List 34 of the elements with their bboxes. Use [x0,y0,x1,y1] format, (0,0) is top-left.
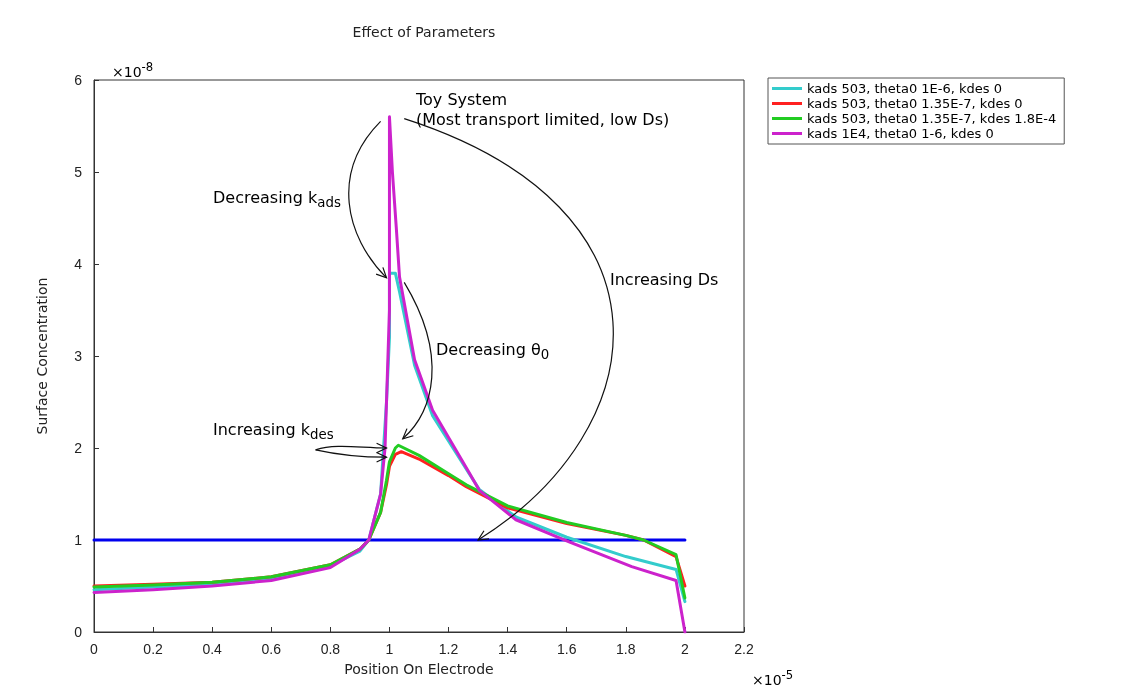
y-tick-label: 4 [74,256,83,272]
y-tick-label: 1 [74,532,83,548]
y-tick-label: 3 [74,348,83,364]
x-tick-label: 1.8 [616,641,636,657]
text: ×10$^{-5}$ [752,668,794,688]
x-tick-label: 2 [681,641,690,657]
x-axis-title: Position On Electrode [344,661,494,677]
x-tick-label: 0.8 [320,641,341,657]
x-tick-label: 0.2 [143,641,164,657]
annotation: Toy System [416,90,508,109]
annotation: Increasing Ds [610,270,719,289]
x-tick-label: 0.4 [202,641,223,657]
y-tick-label: 0 [74,624,83,640]
x-tick-label: 1 [385,641,394,657]
annotation: Decreasing θ$_{0}$ [436,340,550,363]
x-tick-label: 2.2 [734,641,754,657]
y-axis-title: Surface Concentration [34,277,50,435]
annotation: Decreasing k$_{ads}$ [213,188,341,211]
chart-title: Effect of Parameters [352,24,496,40]
annotation: (Most transport limited, low Ds) [416,110,670,129]
x-tick-label: 1.2 [438,641,459,657]
x-tick-label: 0 [90,641,99,657]
legend-label: kads 503, theta0 1E-6, kdes 0 [807,81,1002,96]
x-tick-label: 1.4 [497,641,518,657]
y-tick-label: 5 [74,164,83,180]
x-tick-label: 0.6 [261,641,282,657]
legend-label: kads 503, theta0 1.35E-7, kdes 1.8E-4 [807,111,1057,126]
y-tick-label: 6 [74,72,83,88]
annotation: Increasing k$_{des}$ [213,420,334,443]
legend-label: kads 503, theta0 1.35E-7, kdes 0 [807,96,1023,111]
text: ×10$^{-8}$ [112,60,154,80]
y-tick-label: 2 [74,440,83,456]
legend-label: kads 1E4, theta0 1-6, kdes 0 [807,126,994,141]
x-tick-label: 1.6 [556,641,577,657]
